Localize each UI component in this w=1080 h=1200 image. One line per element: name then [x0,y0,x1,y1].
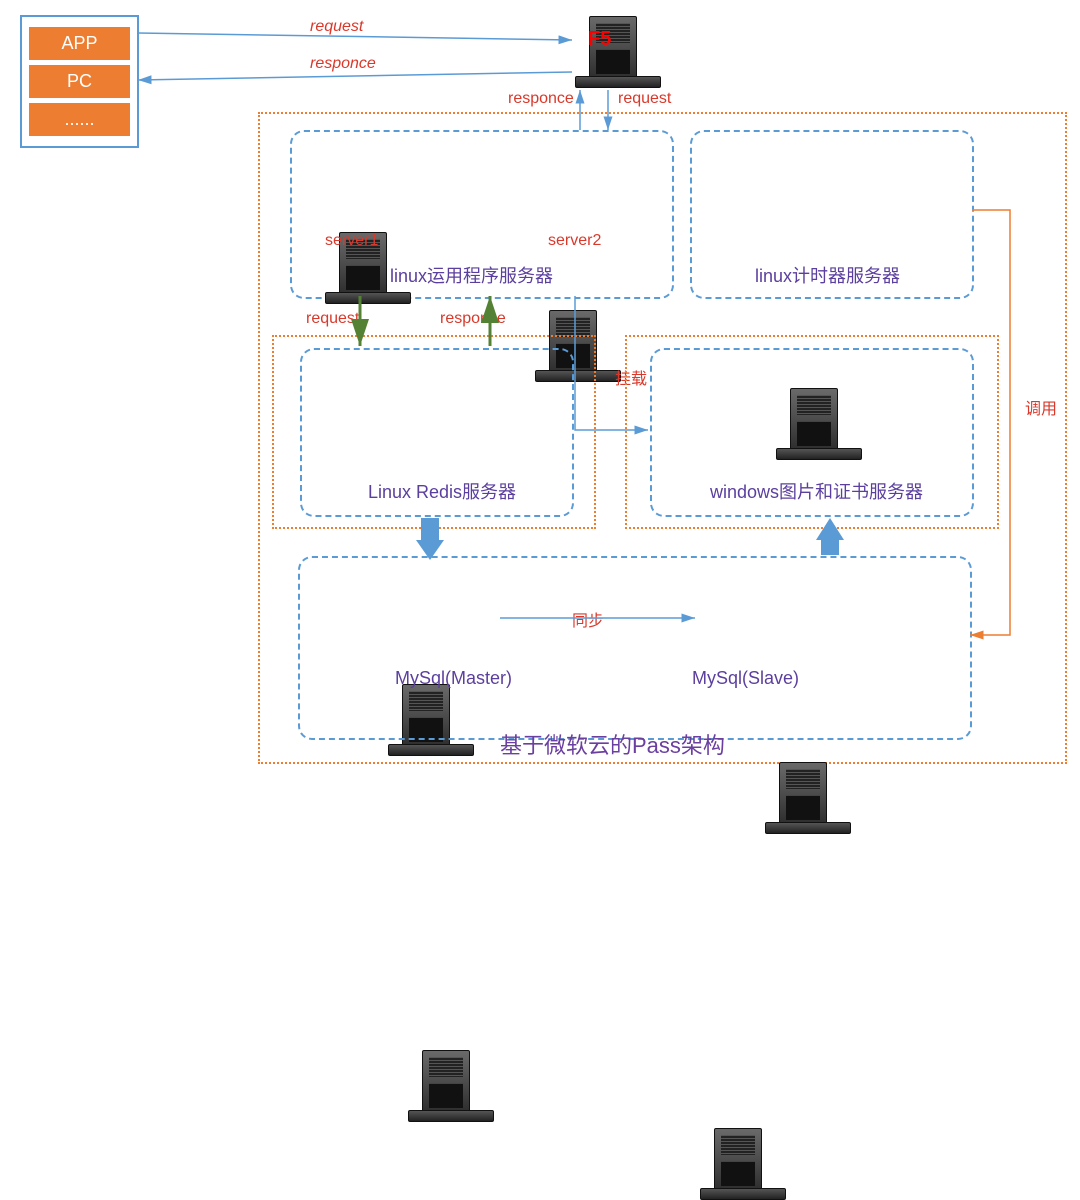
client-app: APP [28,26,131,61]
client-pc: PC [28,64,131,99]
linux-timer-label: linux计时器服务器 [755,262,900,288]
f5-request-label: request [618,90,671,108]
sync-label: 同步 [572,607,604,631]
mysql-group [298,556,972,740]
linux-app-label: linux运用程序服务器 [390,262,553,288]
mysql-master-icon [408,1044,493,1122]
server2-label: server2 [548,232,601,250]
call-label: 调用 [1025,395,1057,419]
f5-responce-label: responce [508,90,574,108]
mid-responce-label: responce [440,310,506,328]
redis-label: Linux Redis服务器 [368,478,516,504]
top-responce-label: responce [310,55,376,73]
mysql-master-label: MySql(Master) [395,668,512,689]
server1-label: server1 [325,232,378,250]
mysql-slave-icon [700,1122,785,1200]
win-label: windows图片和证书服务器 [710,478,923,504]
client-group: APP PC ...... [20,15,139,148]
diagram-title: 基于微软云的Pass架构 [500,728,725,760]
f5-label: F5 [588,28,611,51]
top-request-label: request [310,18,363,36]
mid-request-label: request [306,310,359,328]
mysql-slave-label: MySql(Slave) [692,668,799,689]
client-more: ...... [28,102,131,137]
diagram-root: { "colors":{"blue":"#5b9bd5","orange":"#… [0,0,1080,768]
